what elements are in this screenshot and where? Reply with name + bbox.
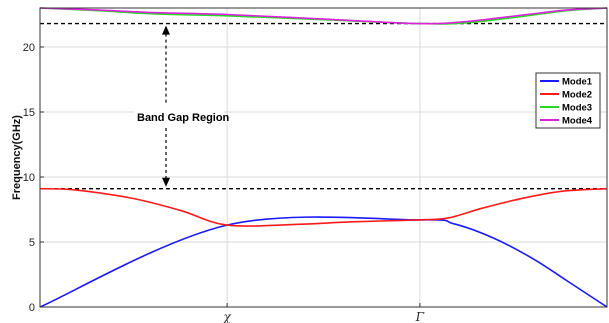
arrowhead-up-icon [162,25,170,35]
series-line-mode3 [39,7,608,25]
series-line-mode4 [39,7,608,25]
y-tick-label: 5 [29,237,35,249]
mode-series [39,7,608,308]
plot-frame [39,7,608,308]
series-line-mode2 [39,187,608,227]
band-gap-reference-lines [40,22,607,190]
legend-label-mode1: Mode1 [562,77,593,88]
band-gap-label: Band Gap Region [137,112,230,124]
legend: Mode1 Mode2 Mode3 Mode4 [535,72,601,129]
x-tick-label: χ [222,310,231,323]
legend-label-mode3: Mode3 [562,103,592,114]
series-line-mode1 [39,216,608,308]
x-tick-label: Γ [415,310,425,323]
y-tick-label: 15 [23,107,35,119]
legend-label-mode2: Mode2 [562,90,592,101]
y-tick-label: 20 [23,42,35,54]
legend-box [535,72,601,129]
y-tick-label: 0 [29,302,35,314]
grid-lines [40,8,607,308]
legend-label-mode4: Mode4 [562,116,593,127]
y-axis-ticks: 0 5 10 15 20 [23,42,44,314]
band-gap-annotation: Band Gap Region [134,25,230,187]
y-axis-title: Frequency(GHz) [11,115,23,200]
arrowhead-down-icon [162,177,170,187]
annotation-label-background [134,108,224,126]
y-tick-label: 10 [23,172,35,184]
